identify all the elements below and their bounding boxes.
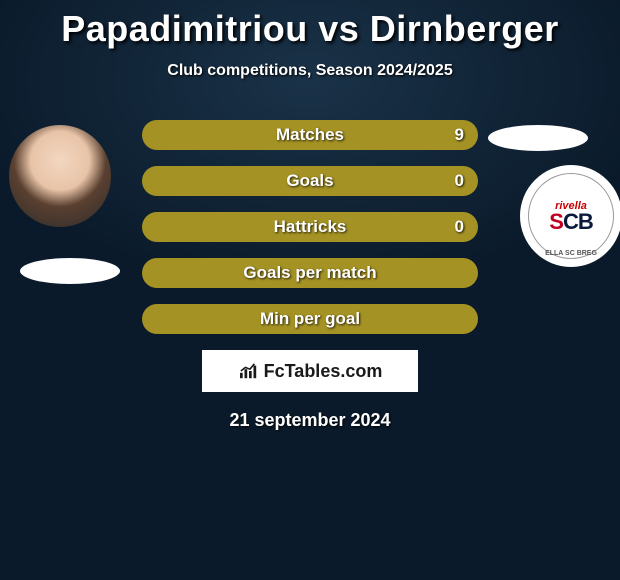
badge-left-ellipse bbox=[20, 258, 120, 284]
stat-bar-label: Min per goal bbox=[142, 304, 478, 334]
stat-bar: Hattricks0 bbox=[142, 212, 478, 242]
stat-bar-label: Goals per match bbox=[142, 258, 478, 288]
fctables-watermark: FcTables.com bbox=[202, 350, 418, 392]
player-right-club-badge: rivella SCB ELLA SC BREG bbox=[520, 165, 620, 267]
stat-bar-value-right: 9 bbox=[455, 120, 464, 150]
stat-bar-label: Goals bbox=[142, 166, 478, 196]
comparison-subtitle: Club competitions, Season 2024/2025 bbox=[0, 62, 620, 80]
comparison-date: 21 september 2024 bbox=[0, 410, 620, 431]
badge-right-ellipse bbox=[488, 125, 588, 151]
stat-bar-label: Hattricks bbox=[142, 212, 478, 242]
stat-bar: Goals0 bbox=[142, 166, 478, 196]
stat-bar: Goals per match bbox=[142, 258, 478, 288]
stat-bars: Matches9Goals0Hattricks0Goals per matchM… bbox=[142, 120, 478, 334]
fctables-label: FcTables.com bbox=[264, 361, 383, 382]
stat-bar-value-right: 0 bbox=[455, 212, 464, 242]
stat-bar-value-right: 0 bbox=[455, 166, 464, 196]
stat-bar-label: Matches bbox=[142, 120, 478, 150]
chart-icon bbox=[238, 362, 260, 380]
comparison-title: Papadimitriou vs Dirnberger bbox=[0, 0, 620, 50]
player-left-avatar bbox=[9, 125, 111, 227]
stat-bar: Min per goal bbox=[142, 304, 478, 334]
stat-bar: Matches9 bbox=[142, 120, 478, 150]
badge-subtitle: ELLA SC BREG bbox=[545, 250, 597, 257]
